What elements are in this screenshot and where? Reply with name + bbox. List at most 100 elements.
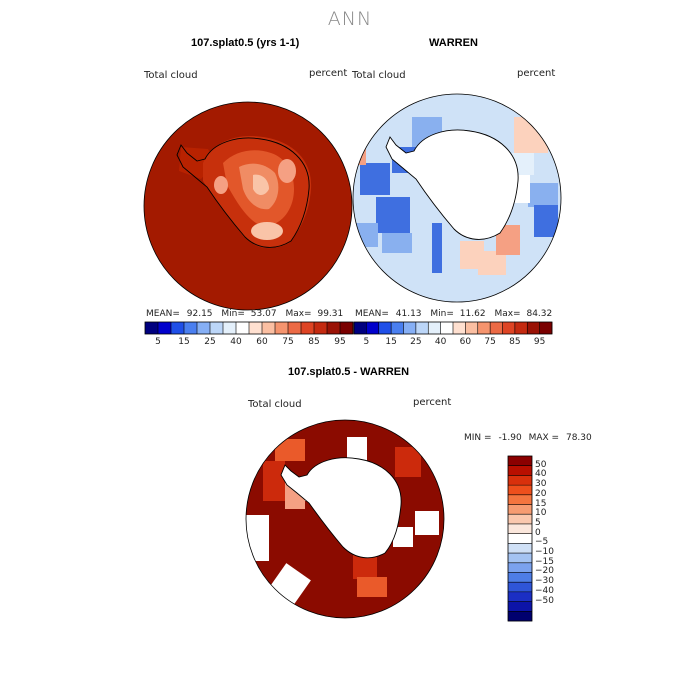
panel2-stats: MEAN= 41.13 Min= 11.62 Max= 84.32 xyxy=(355,309,552,319)
colorbar-tick-label: 40 xyxy=(434,337,447,347)
panel3-block xyxy=(246,515,269,561)
panel2-colorbar xyxy=(353,321,553,335)
colorbar-swatch xyxy=(314,322,328,334)
panel1-ross-minimum xyxy=(251,222,283,240)
colorbar-tick-label: 75 xyxy=(282,337,294,347)
colorbar-swatch xyxy=(508,485,532,496)
panel1-stats: MEAN= 92.15 Min= 53.07 Max= 99.31 xyxy=(146,309,343,319)
colorbar-frame xyxy=(144,321,354,335)
panel3-block xyxy=(357,577,387,597)
colorbar-swatch xyxy=(508,611,532,622)
colorbar-swatch xyxy=(171,322,185,334)
colorbar-swatch xyxy=(539,322,553,334)
colorbar-tick-label: 85 xyxy=(509,337,521,347)
colorbar-swatch xyxy=(249,322,263,334)
colorbar-tick-label: 15 xyxy=(535,498,547,509)
panel2-block xyxy=(376,197,410,233)
colorbar-tick-label: 15 xyxy=(385,337,397,347)
colorbar-swatch xyxy=(514,322,528,334)
panel3-block xyxy=(263,461,285,501)
panel1-variable-label: Total cloud xyxy=(144,70,198,81)
colorbar-tick-label: 50 xyxy=(535,459,547,470)
panel1-units-label: percent xyxy=(309,68,348,79)
panel2-block xyxy=(534,205,558,237)
panel2-antarctica-coastline xyxy=(385,129,519,240)
panel3-stats: MIN = -1.90 MAX = 78.30 xyxy=(464,433,592,443)
colorbar-swatch xyxy=(508,475,532,486)
panel2-variable-label: Total cloud xyxy=(352,70,406,81)
colorbar-tick-label: 60 xyxy=(256,337,268,347)
panel1-east-minimum xyxy=(278,159,296,183)
colorbar-swatch xyxy=(527,322,540,334)
panel1-dome-field xyxy=(253,174,269,195)
colorbar-swatch xyxy=(508,543,532,554)
panel3-colorbar-labels: 50 40 30 20 15 10 5 0 −5 −10 −15 −20 −30 −40 −50 xyxy=(535,456,575,621)
panel2-block xyxy=(360,163,390,195)
colorbar-swatch xyxy=(465,322,479,334)
colorbar-tick-label: 25 xyxy=(410,337,422,347)
panel3-max-label: MAX = xyxy=(528,433,560,443)
panel2-continent-field xyxy=(386,129,519,240)
colorbar-swatch xyxy=(508,504,532,515)
colorbar-tick-label: −5 xyxy=(535,537,549,548)
colorbar-swatch xyxy=(415,322,429,334)
colorbar-tick-label: 60 xyxy=(459,337,472,347)
panel1-map-boundary xyxy=(143,101,353,311)
panel2-mean-value: 41.13 xyxy=(395,309,422,319)
colorbar-frame xyxy=(353,321,553,335)
panel3-min-value: -1.90 xyxy=(498,433,522,443)
panel1-min-value: 53.07 xyxy=(250,309,277,319)
colorbar-swatch xyxy=(301,322,315,334)
panel3-units-label: percent xyxy=(413,397,452,408)
figure-title: ANN xyxy=(327,8,373,30)
colorbar-tick-label: 75 xyxy=(484,337,496,347)
panel1-colorbar-labels: 5 15 25 40 60 75 85 95 xyxy=(145,337,353,349)
colorbar-swatch xyxy=(508,533,532,544)
colorbar-swatch xyxy=(508,553,532,564)
panel2-colorbar-labels: 5 15 25 40 60 75 85 95 xyxy=(354,337,552,349)
colorbar-swatch xyxy=(508,591,532,602)
panel3-block xyxy=(393,527,413,547)
colorbar-tick-label: 25 xyxy=(204,337,216,347)
panel2-title: WARREN xyxy=(429,37,478,49)
colorbar-tick-label: 85 xyxy=(308,337,320,347)
panel2-block xyxy=(528,183,558,207)
panel1-mean-label: MEAN= xyxy=(146,309,180,319)
panel3-colorbar xyxy=(507,455,533,622)
panel3-block xyxy=(415,511,439,535)
panel3-max-value: 78.30 xyxy=(565,433,592,443)
colorbar-tick-label: −15 xyxy=(535,556,554,567)
colorbar-swatch xyxy=(508,562,532,573)
panel3-map-boundary xyxy=(245,419,445,619)
panel3-continent-field xyxy=(281,457,402,558)
panel2-mean-label: MEAN= xyxy=(355,309,389,319)
colorbar-swatch xyxy=(440,322,454,334)
panel2-max-value: 84.32 xyxy=(526,309,553,319)
colorbar-swatch xyxy=(508,465,532,476)
panel1-max-value: 99.31 xyxy=(317,309,344,319)
colorbar-swatch xyxy=(403,322,417,334)
panel3-min-label: MIN = xyxy=(464,433,492,443)
colorbar-swatch xyxy=(502,322,516,334)
colorbar-frame xyxy=(507,455,533,622)
colorbar-swatch xyxy=(508,494,532,505)
colorbar-tick-label: 95 xyxy=(533,337,546,347)
colorbar-swatch xyxy=(327,322,341,334)
colorbar-swatch xyxy=(210,322,224,334)
panel2-max-label: Max= xyxy=(494,309,521,319)
panel3-block xyxy=(275,439,305,461)
panel2-min-value: 11.62 xyxy=(459,309,486,319)
colorbar-swatch xyxy=(275,322,289,334)
colorbar-swatch xyxy=(197,322,211,334)
colorbar-swatch xyxy=(236,322,250,334)
panel1-colorbar xyxy=(144,321,354,335)
panel2-block xyxy=(382,233,412,253)
colorbar-swatch xyxy=(428,322,441,334)
colorbar-swatch xyxy=(490,322,503,334)
colorbar-tick-label: 40 xyxy=(230,337,242,347)
colorbar-swatch xyxy=(366,322,380,334)
panel2-min-label: Min= xyxy=(430,309,454,319)
colorbar-swatch xyxy=(340,322,354,334)
colorbar-tick-label: 15 xyxy=(178,337,190,347)
colorbar-swatch xyxy=(508,601,532,612)
